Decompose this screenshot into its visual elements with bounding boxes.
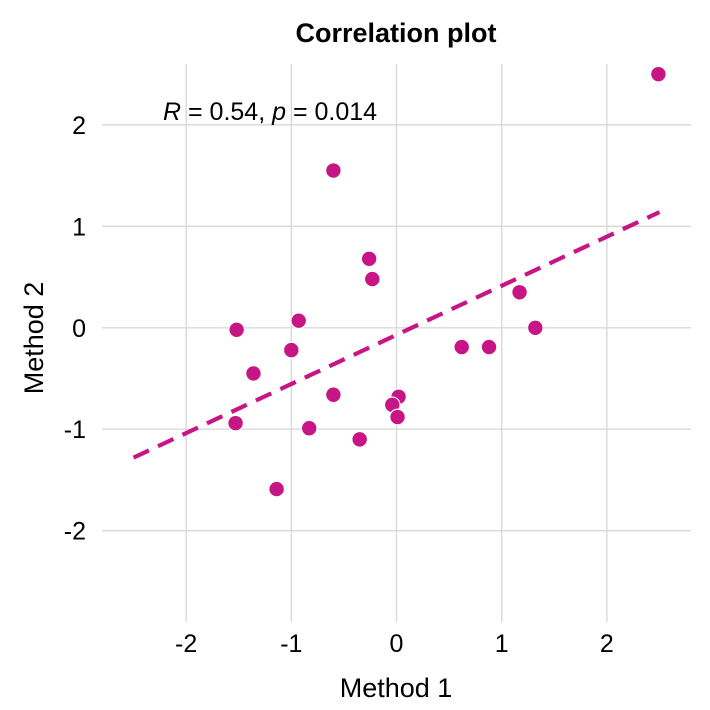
scatter-point xyxy=(227,414,244,432)
scatter-point xyxy=(290,312,308,330)
scatter-point xyxy=(245,365,262,382)
scatter-point xyxy=(511,283,528,301)
x-tick-label: -1 xyxy=(280,630,302,658)
x-tick-label: -2 xyxy=(175,630,197,658)
x-tick-label: 0 xyxy=(390,630,404,658)
scatter-point xyxy=(228,321,246,339)
scatter-point xyxy=(526,319,544,337)
y-tick-label: 1 xyxy=(72,213,86,241)
y-axis-title: Method 2 xyxy=(19,282,49,395)
regression-line-group xyxy=(132,210,661,460)
correlation-annotation: R = 0.54, p = 0.014 xyxy=(163,98,377,126)
x-tick-label: 2 xyxy=(600,630,614,658)
scatter-point xyxy=(324,162,342,179)
y-tick-label: 2 xyxy=(72,112,86,140)
scatter-point xyxy=(453,338,471,356)
x-gridlines xyxy=(185,64,608,622)
p-symbol: p xyxy=(271,98,286,126)
scatter-point xyxy=(282,341,300,359)
y-tick-label: -2 xyxy=(64,518,86,546)
x-axis-title: Method 1 xyxy=(340,673,453,703)
r-symbol: R xyxy=(163,98,181,126)
chart-title: Correlation plot xyxy=(296,18,497,48)
scatter-point xyxy=(480,338,498,356)
scatter-point xyxy=(649,65,667,83)
scatter-point xyxy=(300,419,318,437)
scatter-point xyxy=(389,408,406,426)
scatter-point xyxy=(268,480,285,498)
regression-line xyxy=(132,210,661,460)
r-value-text: = 0.54, xyxy=(181,98,272,126)
p-value-text: = 0.014 xyxy=(286,98,377,126)
y-tick-labels: -2 -1 0 1 2 xyxy=(64,112,86,546)
y-tick-label: -1 xyxy=(64,416,86,444)
scatter-point xyxy=(360,250,378,268)
y-gridlines xyxy=(102,124,691,532)
scatter-points xyxy=(227,65,667,498)
y-tick-label: 0 xyxy=(72,315,86,343)
x-tick-label: 1 xyxy=(495,630,509,658)
scatter-point xyxy=(363,270,381,288)
scatter-point xyxy=(324,386,342,404)
x-tick-labels: -2 -1 0 1 2 xyxy=(175,630,614,658)
scatter-point xyxy=(351,430,369,448)
